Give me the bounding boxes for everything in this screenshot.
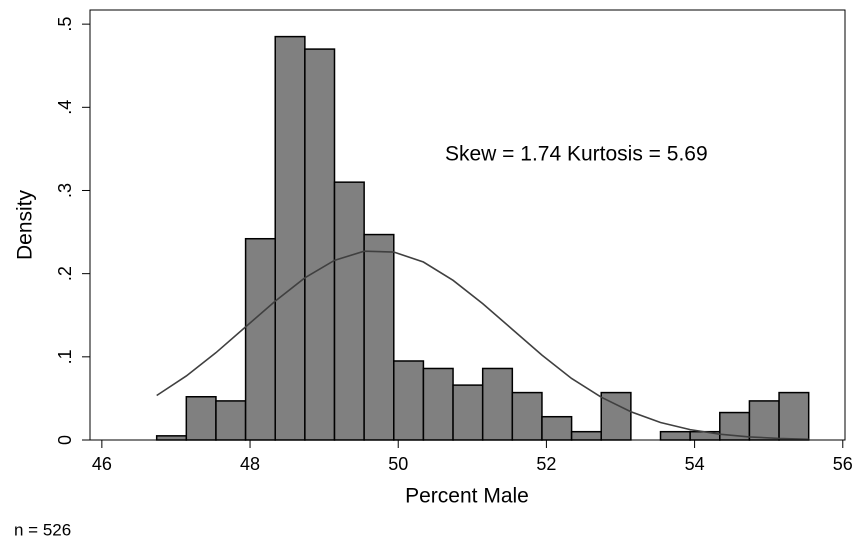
y-tick-label: .5 — [55, 17, 75, 32]
x-tick-label: 48 — [240, 454, 260, 474]
y-tick-label: .1 — [55, 349, 75, 364]
y-axis-title: Density — [14, 189, 37, 260]
bar — [304, 48, 336, 441]
y-tick-label: .3 — [55, 183, 75, 198]
y-tick-label: 0 — [55, 435, 75, 445]
bar — [511, 391, 543, 441]
plot-frame — [89, 9, 846, 441]
x-tick-label: 52 — [536, 454, 556, 474]
bar — [452, 384, 484, 441]
bar — [155, 435, 188, 441]
bar — [422, 367, 454, 441]
annotation: Skew = 1.74 Kurtosis = 5.69 — [445, 143, 708, 166]
bar — [600, 391, 632, 441]
bar — [274, 35, 306, 441]
bar — [541, 415, 573, 441]
x-axis-title: Percent Male — [405, 485, 529, 508]
x-tick-label: 56 — [833, 454, 853, 474]
x-tick-label: 50 — [388, 454, 408, 474]
bar — [215, 400, 247, 441]
bar — [748, 400, 780, 441]
y-tick-label: .2 — [55, 266, 75, 281]
bar — [570, 430, 602, 441]
bar — [659, 430, 691, 441]
bar — [333, 181, 365, 441]
normal-curve — [156, 250, 809, 441]
x-tick-label: 46 — [92, 454, 112, 474]
bar — [481, 367, 514, 441]
x-tick-label: 54 — [685, 454, 705, 474]
bar — [363, 233, 395, 441]
bar — [393, 360, 425, 441]
bar — [244, 237, 276, 441]
bar — [185, 396, 217, 441]
bar — [778, 391, 810, 441]
y-tick-label: .4 — [55, 100, 75, 115]
note: n = 526 — [14, 520, 71, 539]
